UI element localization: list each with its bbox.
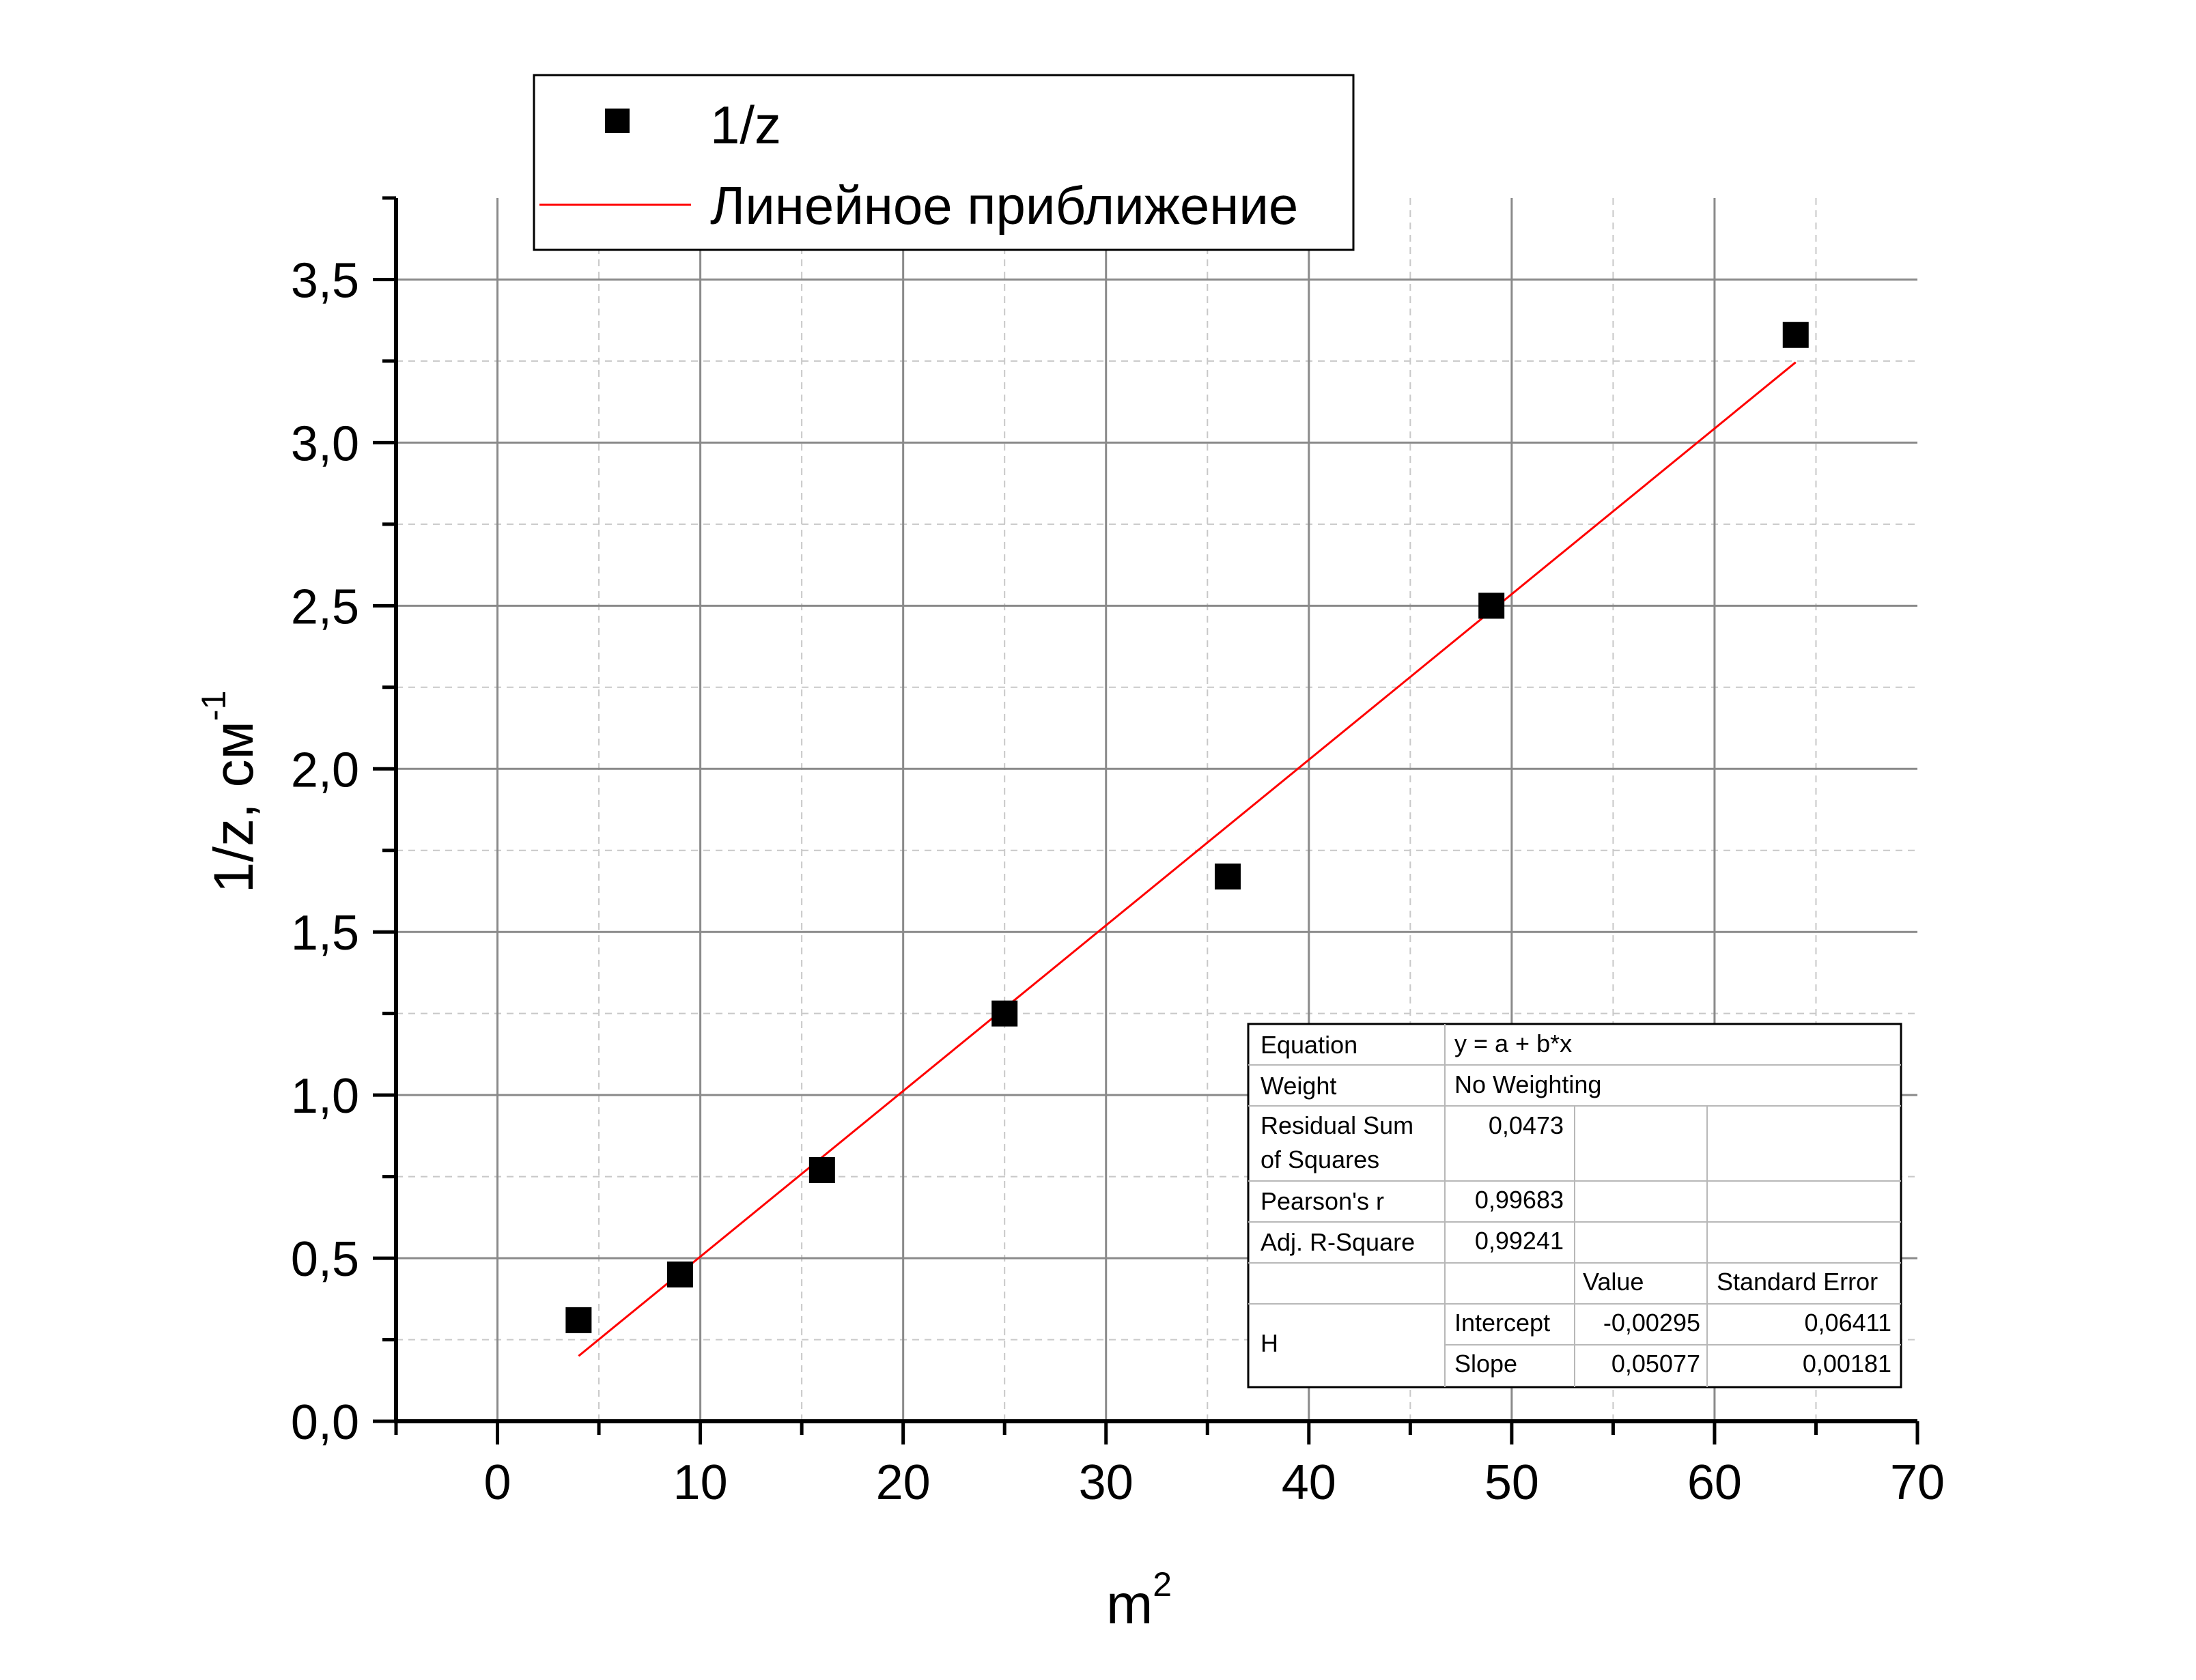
fit-label-rss: Residual Sum of Squares (1261, 1111, 1413, 1173)
y-tick-label: 1,5 (291, 906, 359, 960)
fit-label-adj-r2: Adj. R-Square (1261, 1228, 1415, 1256)
y-tick-label: 1,0 (291, 1069, 359, 1124)
y-tick-label: 3,0 (291, 416, 359, 471)
fit-header-value: Value (1583, 1268, 1644, 1296)
legend-label-fit: Линейное приближение (710, 175, 1298, 236)
y-tick-label: 3,5 (291, 253, 359, 308)
fit-slope-error: 0,00181 (1803, 1350, 1891, 1378)
y-tick-label: 0,0 (291, 1395, 359, 1450)
y-tick-label: 2,5 (291, 580, 359, 634)
legend-marker-square (605, 109, 630, 133)
axes (394, 198, 1917, 1423)
tick-marks (373, 196, 1919, 1444)
fit-intercept-error: 0,06411 (1805, 1309, 1891, 1337)
data-point (565, 1307, 592, 1333)
data-point (1782, 322, 1809, 348)
fit-header-stderr: Standard Error (1717, 1268, 1878, 1296)
fit-value-equation: y = a + b*x (1454, 1029, 1572, 1057)
fit-value-rss: 0,0473 (1489, 1111, 1564, 1139)
x-tick-label: 70 (1890, 1455, 1945, 1510)
legend-box (533, 74, 1355, 251)
y-tick-label: 0,5 (291, 1232, 359, 1287)
x-axis-title: m2 (1106, 1565, 1172, 1636)
legend-label-1z: 1/z (710, 95, 781, 155)
x-tick-label: 10 (673, 1455, 728, 1510)
fit-intercept-value: -0,00295 (1603, 1309, 1700, 1337)
x-tick-label: 20 (876, 1455, 931, 1510)
x-tick-label: 60 (1687, 1455, 1742, 1510)
fit-value-adj-r2: 0,99241 (1475, 1227, 1564, 1255)
fit-param-slope: Slope (1454, 1350, 1517, 1378)
fit-label-pearson: Pearson's r (1261, 1187, 1384, 1215)
fit-group-label: H (1261, 1329, 1278, 1357)
x-tick-label: 50 (1484, 1455, 1539, 1510)
fit-value-pearson: 0,99683 (1475, 1186, 1564, 1214)
y-axis-title: 1/z, см-1 (195, 691, 265, 894)
tick-labels: 0 10 20 30 40 50 60 70 0,0 0,5 1,0 1,5 2,0 2,5 3,0 3,5 (291, 253, 1945, 1510)
data-point (991, 1000, 1018, 1027)
fit-table-grid (1248, 1024, 1901, 1387)
fit-param-intercept: Intercept (1454, 1309, 1550, 1337)
fit-value-weight: No Weighting (1454, 1070, 1601, 1098)
fit-slope-value: 0,05077 (1611, 1350, 1700, 1378)
fit-results-table: Equation y = a + b*x Weight No Weighting… (1247, 1023, 1902, 1389)
fit-label-weight: Weight (1261, 1072, 1336, 1100)
fit-line (578, 361, 1797, 1357)
y-tick-label: 2,0 (291, 743, 359, 797)
legend: 1/z Линейное приближение (533, 74, 1355, 251)
data-point (808, 1157, 835, 1184)
x-tick-label: 40 (1282, 1455, 1336, 1510)
data-point (666, 1261, 693, 1287)
x-tick-label: 0 (484, 1455, 511, 1510)
plot-series (565, 322, 1809, 1357)
fit-label-equation: Equation (1261, 1031, 1357, 1059)
data-point (1478, 593, 1505, 619)
x-tick-label: 30 (1079, 1455, 1134, 1510)
data-point (1214, 863, 1241, 889)
